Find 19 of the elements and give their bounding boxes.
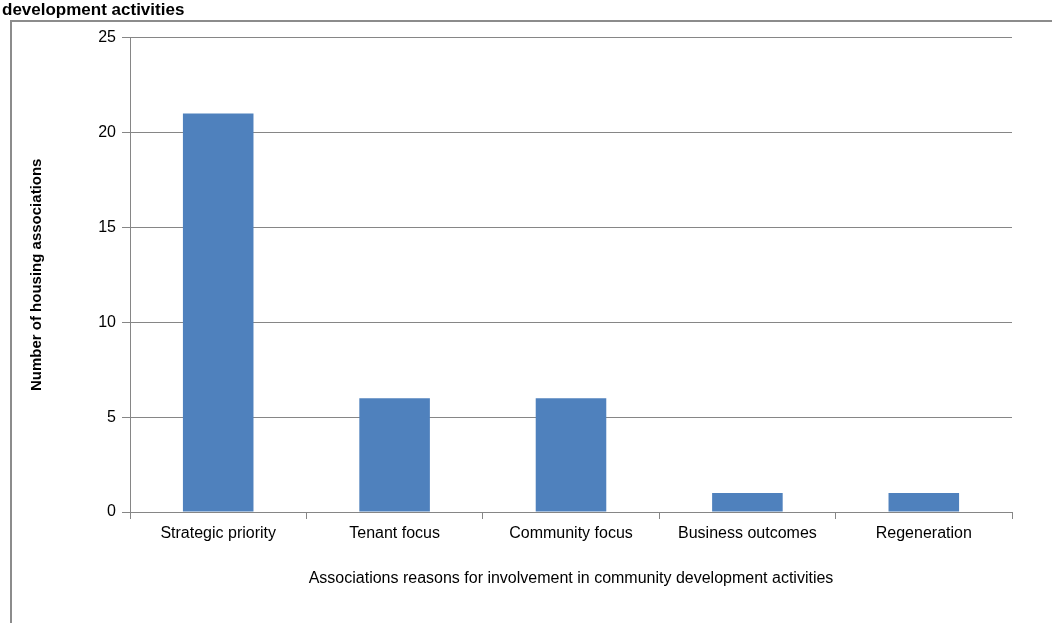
y-tick-label: 25 bbox=[98, 28, 117, 46]
x-tick-label: Business outcomes bbox=[678, 524, 817, 542]
bar bbox=[712, 493, 783, 512]
y-axis-title: Number of housing associations bbox=[27, 158, 45, 392]
bar bbox=[182, 113, 254, 512]
x-tick-label: Community focus bbox=[509, 524, 633, 542]
y-tick-label: 5 bbox=[107, 407, 117, 425]
x-tick-label: Strategic priority bbox=[160, 524, 276, 542]
x-axis-title: Associations reasons for involvement in community development activities bbox=[308, 568, 834, 586]
y-tick-label: 0 bbox=[107, 502, 117, 520]
chart-title: development activities bbox=[2, 0, 185, 19]
bar bbox=[359, 398, 430, 512]
y-tick-label: 15 bbox=[98, 217, 117, 235]
y-tick-label: 20 bbox=[98, 122, 117, 140]
y-tick-label: 10 bbox=[98, 312, 117, 330]
bar bbox=[535, 398, 607, 512]
x-tick-label: Regeneration bbox=[875, 524, 972, 542]
x-tick-label: Tenant focus bbox=[349, 524, 440, 542]
bar bbox=[888, 493, 960, 512]
